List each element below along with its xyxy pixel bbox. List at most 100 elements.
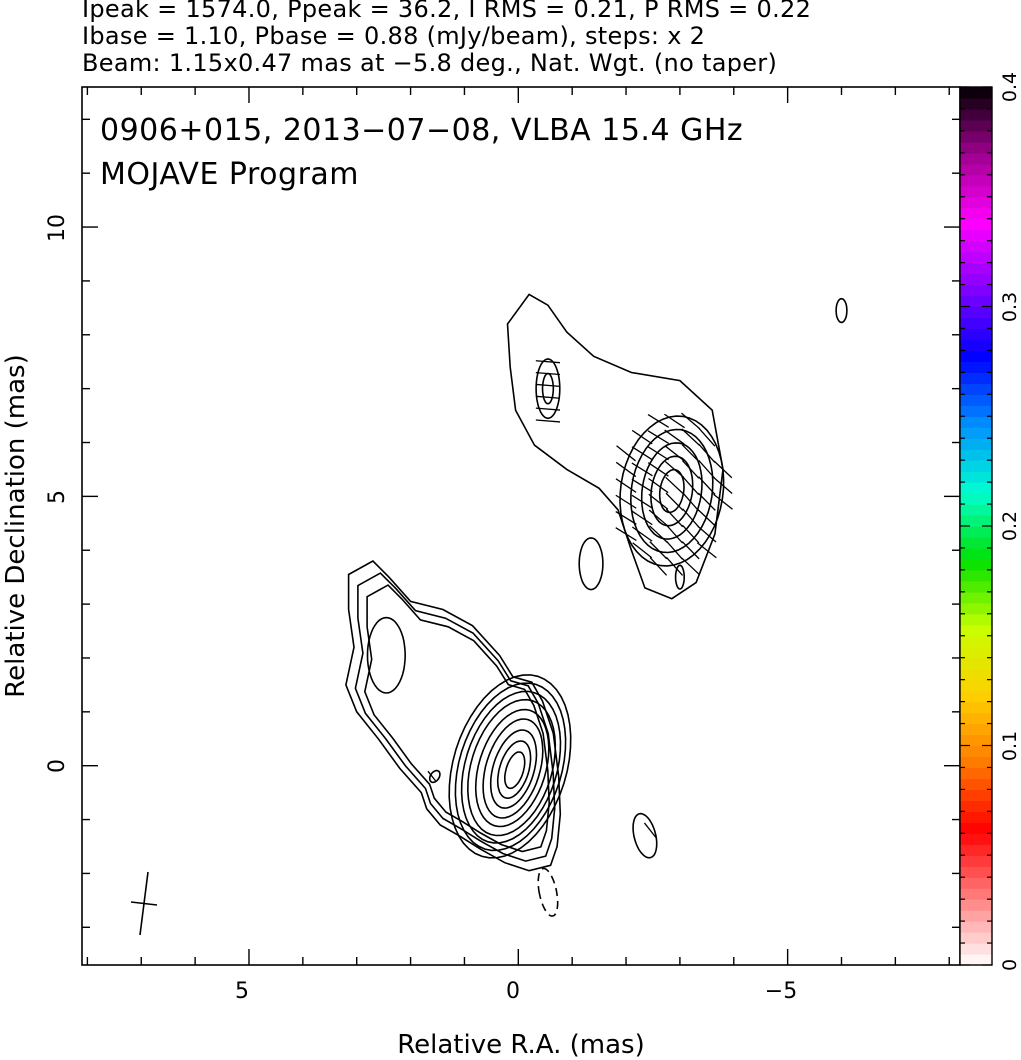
colorbar-segment	[960, 207, 992, 220]
colorbar-segment	[960, 844, 992, 856]
contour-core	[489, 729, 538, 809]
colorbar-segment	[960, 339, 992, 351]
evpa-tick	[713, 477, 733, 495]
evpa-tick	[649, 557, 668, 576]
colorbar-segment	[960, 690, 992, 703]
colorbar-segment	[960, 394, 992, 406]
colorbar-segment	[960, 361, 992, 373]
evpa-tick	[697, 509, 717, 527]
evpa-tick	[698, 443, 716, 463]
evpa-tick	[648, 478, 669, 494]
colorbar-segment	[960, 405, 992, 417]
evpa-tick	[681, 541, 700, 560]
colorbar-segment	[960, 701, 992, 714]
colorbar-segment	[960, 789, 992, 801]
colorbar-segment	[960, 240, 992, 253]
evpa-tick	[681, 412, 701, 430]
evpa-tick	[535, 419, 561, 423]
evpa-tick	[648, 493, 669, 510]
colorbar-tick-label: 0.3	[999, 292, 1021, 322]
colorbar-segment	[960, 328, 992, 341]
plot-title: 0906+015, 2013−07−08, VLBA 15.4 GHz	[100, 113, 743, 148]
evpa-tick	[697, 492, 716, 511]
x-tick-label: 0	[506, 979, 520, 1004]
y-tick-label: 10	[45, 214, 70, 242]
colorbar-segment	[960, 547, 992, 560]
colorbar-segment	[960, 350, 992, 362]
colorbar-segment	[960, 569, 992, 582]
colorbar-segment	[960, 954, 992, 966]
colorbar-segment	[960, 306, 992, 319]
y-axis-label: Relative Declination (mas)	[1, 354, 31, 697]
contour-core	[460, 690, 562, 844]
colorbar-segment	[960, 97, 992, 110]
colorbar-segment	[960, 87, 992, 99]
colorbar-segment	[960, 383, 992, 395]
colorbar-segment	[960, 130, 992, 143]
evpa-tick	[698, 476, 716, 495]
header-base-line: Ibase = 1.10, Pbase = 0.88 (mJy/beam), s…	[82, 22, 706, 50]
evpa-tick	[681, 524, 700, 544]
evpa-tick	[649, 541, 668, 560]
colorbar-segment	[960, 218, 992, 231]
y-tick-label: 5	[45, 490, 70, 504]
colorbar-segment	[960, 438, 992, 450]
evpa-tick	[615, 478, 637, 493]
header-beam-line: Beam: 1.15x0.47 mas at −5.8 deg., Nat. W…	[82, 49, 778, 77]
colorbar-ticks	[960, 86, 992, 966]
axis-ticks	[82, 87, 960, 965]
evpa-tick	[664, 413, 685, 429]
plot-subtitle: MOJAVE Program	[100, 157, 359, 192]
contour-blob	[428, 769, 441, 784]
colorbar-tick-label: 0.1	[999, 731, 1021, 761]
colorbar-segment	[960, 317, 992, 330]
evpa-tick	[713, 460, 733, 479]
colorbar-segment	[960, 515, 992, 527]
evpa-tick	[631, 462, 653, 477]
colorbar-segment	[960, 174, 992, 187]
evpa-tick	[665, 476, 684, 495]
colorbar-tick-label: 0.4	[999, 72, 1021, 102]
colorbar-segment	[960, 613, 992, 626]
colorbar-segment	[960, 196, 992, 209]
evpa-tick	[682, 476, 700, 496]
colorbar-segment	[960, 591, 992, 604]
evpa-tick	[682, 508, 700, 528]
contour-outer-knot	[629, 428, 714, 554]
colorbar-segment	[960, 745, 992, 758]
colorbar-segment	[960, 471, 992, 483]
contour-inner-jet	[354, 572, 556, 862]
colorbar-segment	[960, 723, 992, 736]
colorbar-segment	[960, 482, 992, 494]
evpa-tick	[665, 556, 684, 576]
contour-core	[454, 682, 567, 852]
evpa-tick	[631, 510, 653, 526]
evpa-tick	[427, 770, 437, 783]
evpa-tick	[631, 446, 653, 461]
evpa-tick	[713, 493, 733, 510]
colorbar-segment	[960, 273, 992, 286]
colorbar-segment	[960, 932, 992, 944]
evpa-tick	[615, 461, 637, 478]
beam-minor-axis	[130, 901, 158, 906]
contour-core	[496, 740, 532, 800]
colorbar-segment	[960, 262, 992, 275]
colorbar-segment	[960, 449, 992, 461]
colorbar-segment	[960, 921, 992, 933]
contour-outer-knot	[650, 455, 694, 527]
colorbar-segment	[960, 833, 992, 845]
colorbar-segment	[960, 493, 992, 505]
colorbar-segment	[960, 734, 992, 747]
contour-blob	[578, 537, 604, 591]
evpa-tick	[649, 525, 668, 543]
header-peak-line: Ipeak = 1574.0, Ppeak = 36.2, I RMS = 0.…	[82, 0, 812, 23]
colorbar-segment	[960, 668, 992, 681]
evpa-tick	[697, 525, 717, 543]
colorbar-segment	[960, 635, 992, 648]
colorbar-segment	[960, 899, 992, 911]
evpa-tick	[665, 524, 684, 544]
contour-north-knot	[535, 358, 561, 420]
colorbar-segment	[960, 943, 992, 955]
contour-outer-knot	[619, 415, 725, 567]
x-tick-label: −5	[765, 979, 797, 1004]
